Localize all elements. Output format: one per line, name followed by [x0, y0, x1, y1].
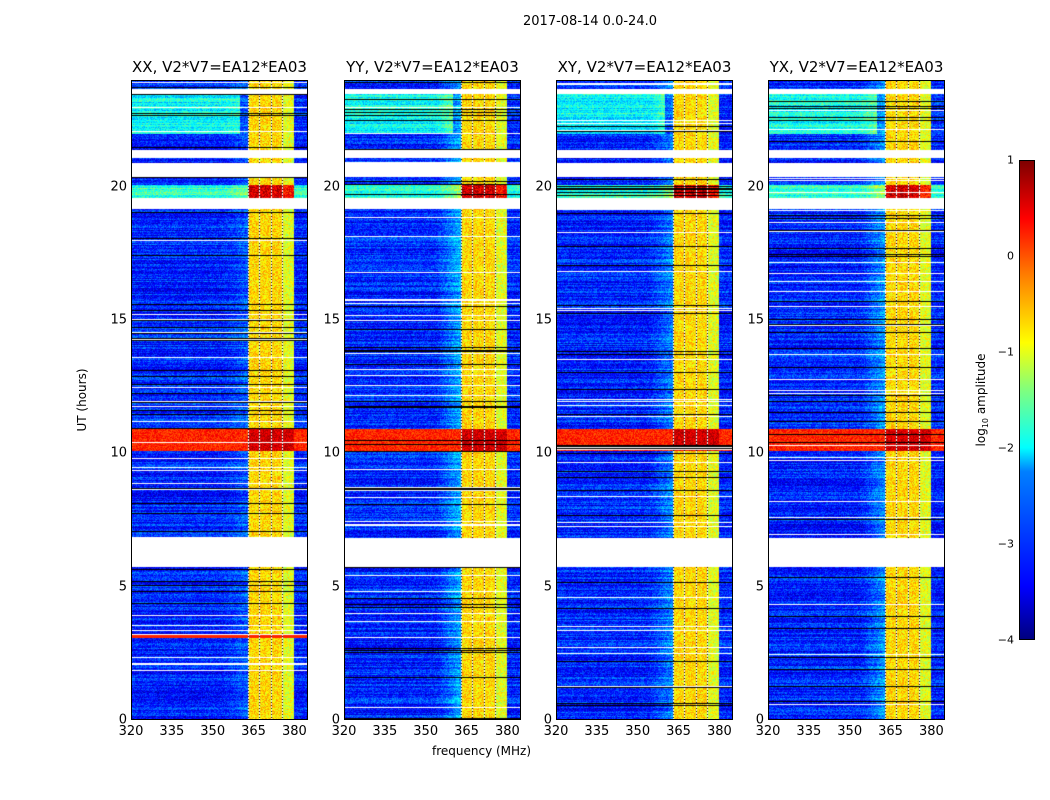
colorbar-tick-label: −3	[997, 537, 1014, 551]
y-tick-label: 5	[755, 579, 764, 595]
y-tick-label: 5	[118, 579, 127, 595]
colorbar-label-main: log	[973, 428, 988, 447]
colorbar-label: log10 amplitude	[974, 354, 990, 447]
x-tick-label: 350	[200, 724, 226, 739]
colorbar-label-rest: amplitude	[973, 353, 988, 418]
x-tick-label: 365	[666, 724, 691, 739]
waterfall-panel	[768, 80, 945, 720]
y-tick-label: 20	[110, 179, 127, 195]
y-tick-label: 20	[323, 179, 340, 195]
heatmap-image	[769, 81, 944, 719]
x-tick-label: 350	[625, 724, 651, 739]
waterfall-panel	[344, 80, 521, 720]
y-tick-label: 15	[747, 312, 764, 328]
heatmap-image	[345, 81, 520, 719]
waterfall-panel	[131, 80, 308, 720]
x-tick-label: 380	[918, 724, 944, 739]
y-tick-label: 20	[747, 179, 764, 195]
heatmap-image	[557, 81, 732, 719]
colorbar-tick-label: 0	[1007, 249, 1014, 263]
x-tick-label: 320	[755, 724, 781, 739]
y-tick-label: 20	[535, 179, 552, 195]
y-tick-label: 5	[543, 579, 552, 595]
y-tick-label: 0	[331, 712, 340, 728]
panel-title: XY, V2*V7=EA12*EA03	[557, 58, 732, 76]
x-axis-label: frequency (MHz)	[432, 744, 532, 758]
panel-title: XX, V2*V7=EA12*EA03	[132, 58, 307, 76]
x-tick-label: 350	[413, 724, 439, 739]
y-tick-label: 5	[331, 579, 340, 595]
x-tick-label: 335	[796, 724, 822, 739]
colorbar	[1019, 160, 1035, 640]
y-tick-label: 10	[110, 445, 127, 461]
x-tick-label: 365	[454, 724, 479, 739]
waterfall-panel	[556, 80, 733, 720]
colorbar-tick-label: −4	[997, 633, 1014, 647]
y-tick-label: 15	[323, 312, 340, 328]
x-tick-label: 365	[241, 724, 266, 739]
x-tick-label: 320	[118, 724, 144, 739]
y-tick-label: 0	[755, 712, 764, 728]
y-tick-label: 10	[535, 445, 552, 461]
y-tick-label: 15	[535, 312, 552, 328]
panel-title: YX, V2*V7=EA12*EA03	[769, 58, 944, 76]
y-tick-label: 10	[747, 445, 764, 461]
x-tick-label: 380	[494, 724, 520, 739]
x-tick-label: 335	[372, 724, 398, 739]
y-axis-label: UT (hours)	[75, 368, 89, 432]
x-tick-label: 320	[543, 724, 569, 739]
x-tick-label: 380	[281, 724, 307, 739]
colorbar-tick-label: −2	[997, 441, 1014, 455]
x-tick-label: 365	[878, 724, 903, 739]
y-tick-label: 0	[118, 712, 127, 728]
panel-title: YY, V2*V7=EA12*EA03	[346, 58, 519, 76]
y-tick-label: 15	[110, 312, 127, 328]
x-tick-label: 335	[584, 724, 610, 739]
y-tick-label: 10	[323, 445, 340, 461]
x-tick-label: 320	[331, 724, 357, 739]
x-tick-label: 380	[706, 724, 732, 739]
heatmap-image	[132, 81, 307, 719]
colorbar-tick-label: 1	[1007, 153, 1014, 167]
x-tick-label: 335	[159, 724, 185, 739]
figure-title: 2017-08-14 0.0-24.0	[523, 14, 657, 29]
y-tick-label: 0	[543, 712, 552, 728]
colorbar-tick-label: −1	[997, 345, 1014, 359]
x-tick-label: 350	[837, 724, 863, 739]
colorbar-label-sub: 10	[981, 417, 991, 429]
